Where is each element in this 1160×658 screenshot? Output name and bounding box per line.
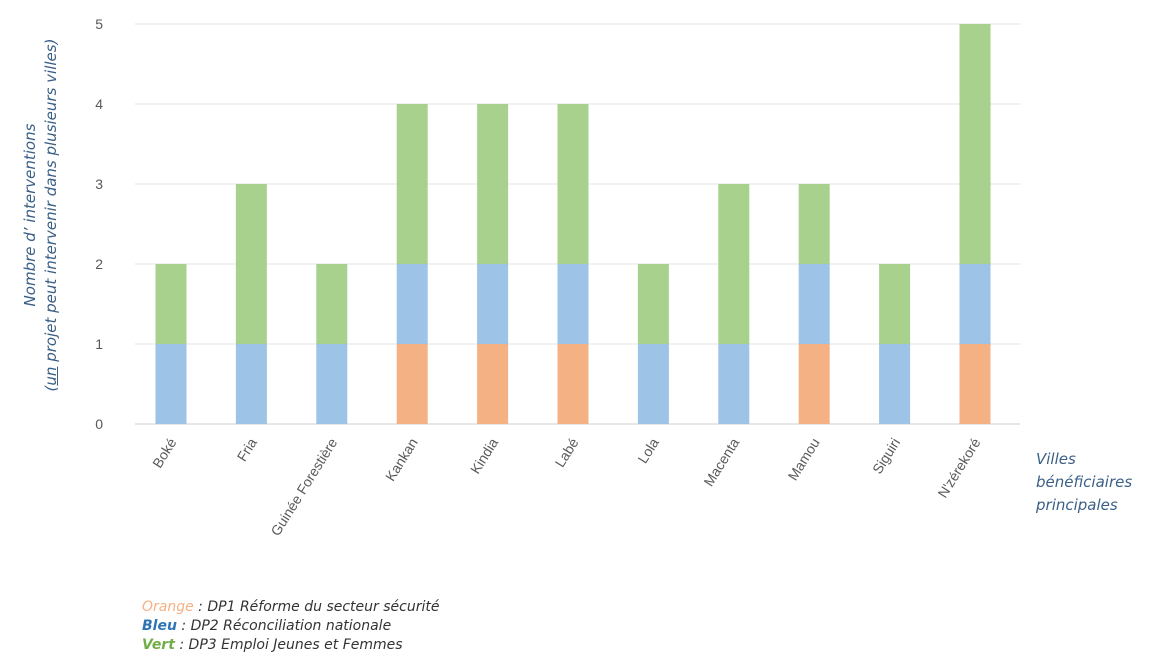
legend-sep: : (174, 637, 189, 653)
bar-segment-dp1 (557, 344, 589, 424)
x-tick-label: Boké (149, 435, 180, 471)
bar-segment-dp1 (477, 344, 509, 424)
legend-key-vert: Vert (142, 637, 175, 653)
bar-segment-dp3 (396, 104, 428, 264)
bar-segment-dp2 (155, 344, 187, 424)
x-tick-label: Lola (634, 435, 662, 466)
x-tick-label: Mamou (784, 435, 822, 483)
x-tick-label: Guinée Forestière (267, 435, 340, 539)
y-axis-title-line1: Nombre d’ interventions (21, 123, 39, 307)
legend-item-vert: Vert : DP3 Emploi Jeunes et Femmes (142, 636, 439, 655)
legend-text-bleu: DP2 Réconciliation nationale (190, 618, 392, 634)
legend-sep: : (176, 618, 191, 634)
bar-segment-dp3 (316, 264, 348, 344)
x-tick-label: N'zérekoré (934, 435, 983, 501)
y-tick-label: 5 (95, 16, 103, 32)
y-tick-label: 1 (95, 336, 103, 352)
legend-sep: : (193, 599, 208, 615)
bar-segment-dp2 (798, 264, 830, 344)
x-tick-label: Fria (234, 435, 260, 464)
x-axis-title: Villes bénéficiaires principales (1036, 450, 1133, 514)
x-tick-label: Macenta (700, 435, 742, 489)
bar-segment-dp3 (959, 24, 991, 264)
y-axis-title-rest: projet peut intervenir dans plusieurs vi… (42, 38, 60, 367)
bar-segment-dp3 (879, 264, 911, 344)
bar-segment-dp3 (477, 104, 509, 264)
legend: Orange : DP1 Réforme du secteur sécurité… (142, 598, 439, 655)
y-axis-title-underlined: un (42, 366, 60, 386)
y-tick-label: 2 (95, 256, 103, 272)
y-axis-title-paren: ( (42, 385, 60, 392)
y-axis-title: Nombre d’ interventions (un projet peut … (20, 0, 80, 430)
bar-segment-dp3 (557, 104, 589, 264)
legend-key-orange: Orange (142, 599, 194, 615)
bar-segment-dp1 (959, 344, 991, 424)
legend-item-orange: Orange : DP1 Réforme du secteur sécurité (142, 598, 439, 617)
x-tick-label: Labé (551, 435, 581, 470)
bar-segment-dp2 (718, 344, 750, 424)
bar-segment-dp3 (798, 184, 830, 264)
y-tick-label: 0 (95, 416, 103, 432)
bar-segment-dp2 (316, 344, 348, 424)
bar-segment-dp2 (396, 264, 428, 344)
bar-segment-dp2 (477, 264, 509, 344)
bar-segment-dp3 (235, 184, 267, 344)
x-tick-label: Siguiri (869, 435, 903, 476)
y-tick-label: 3 (95, 176, 103, 192)
bar-segment-dp2 (959, 264, 991, 344)
bar-segment-dp1 (798, 344, 830, 424)
y-tick-label: 4 (95, 96, 103, 112)
bar-segment-dp2 (637, 344, 669, 424)
bar-segment-dp3 (155, 264, 187, 344)
bar-segment-dp2 (235, 344, 267, 424)
x-tick-label: Kindia (467, 435, 501, 477)
y-axis-title-line2: (un projet peut intervenir dans plusieur… (41, 0, 62, 430)
bar-segment-dp3 (718, 184, 750, 344)
x-tick-label: Kankan (382, 435, 421, 484)
legend-item-bleu: Bleu : DP2 Réconciliation nationale (142, 617, 439, 636)
legend-text-orange: DP1 Réforme du secteur sécurité (207, 599, 440, 615)
legend-key-bleu: Bleu (142, 618, 177, 634)
bar-segment-dp1 (396, 344, 428, 424)
legend-text-vert: DP3 Emploi Jeunes et Femmes (188, 637, 403, 653)
bar-segment-dp3 (637, 264, 669, 344)
bar-segment-dp2 (879, 344, 911, 424)
bar-segment-dp2 (557, 264, 589, 344)
